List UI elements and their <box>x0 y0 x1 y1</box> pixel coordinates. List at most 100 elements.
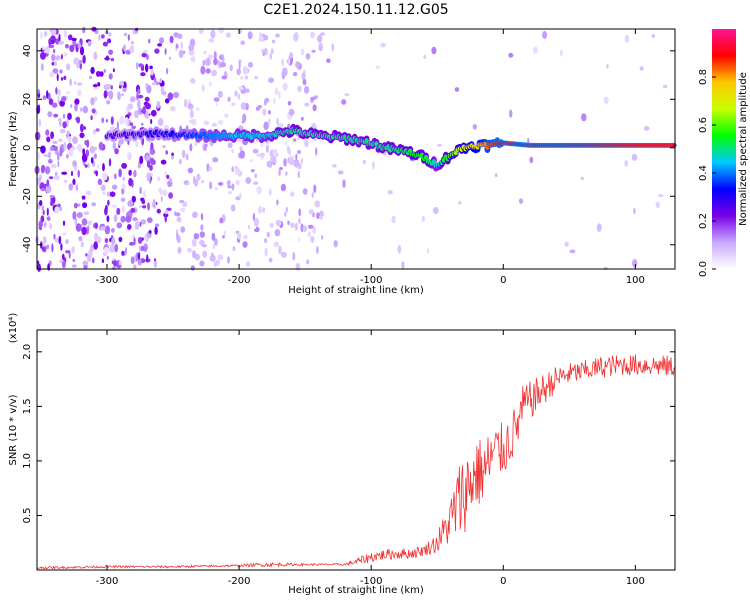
spectrogram-noise-cell <box>280 251 287 258</box>
spectrogram-noise-cell <box>182 201 188 207</box>
spectrogram-y-tick-label: 0 <box>22 145 33 151</box>
spectrogram-noise-cell <box>225 32 231 38</box>
spectrogram-noise-cell <box>254 76 258 80</box>
spectrogram-noise-cell <box>307 224 314 229</box>
spectrogram-noise-cell <box>50 27 57 36</box>
spectrogram-noise-cell <box>82 260 89 266</box>
spectrogram-noise-cell <box>41 164 46 173</box>
spectrogram-y-axis-label: Frequency (Hz) <box>8 111 19 187</box>
spectrogram-noise-cell <box>46 90 49 99</box>
spectrogram-noise-cell <box>190 77 196 84</box>
spectrogram-noise-cell <box>62 253 65 260</box>
spectrogram-noise-cell <box>311 49 316 53</box>
spectrogram-noise-cell <box>202 84 205 92</box>
spectrogram-noise-cell <box>242 241 248 248</box>
spectrogram-noise-cell <box>86 139 90 148</box>
snr-y-tick-label: 0.5 <box>22 508 33 524</box>
spectrogram-noise-cell <box>91 202 97 207</box>
spectrogram-trace-cell <box>431 159 437 165</box>
spectrogram-noise-cell <box>207 54 214 60</box>
spectrogram-noise-cell <box>51 102 58 108</box>
spectrogram-noise-cell <box>77 89 82 97</box>
spectrogram-noise-cell <box>108 32 112 37</box>
spectrogram-noise-cell <box>68 136 72 143</box>
spectrogram-noise-cell <box>268 110 271 115</box>
spectrogram-noise-cell <box>46 207 49 216</box>
spectrogram-noise-cell <box>46 136 51 143</box>
spectrogram-noise-cell <box>144 233 148 242</box>
spectrogram-noise-cell <box>200 224 204 231</box>
snr-y-ticks: 0.5 1.0 1.5 2.0 <box>22 344 675 524</box>
spectrogram-noise-cell <box>105 205 108 211</box>
spectrogram-noise-cell <box>176 235 181 244</box>
spectrogram-noise-cell <box>179 207 186 212</box>
spectrogram-noise-cell <box>150 159 156 166</box>
spectrogram-noise-cell <box>290 191 295 197</box>
spectrogram-noise-cell <box>120 197 126 203</box>
spectrogram-x-tick-label: 100 <box>626 275 645 286</box>
spectrogram-noise-cell <box>147 202 150 211</box>
spectrogram-noise-cell <box>231 166 235 173</box>
spectrogram-noise-cell <box>134 221 139 230</box>
spectrogram-noise-cell <box>157 118 164 127</box>
spectrogram-noise-cell <box>270 155 275 162</box>
spectrogram-noise-cell <box>242 66 249 75</box>
spectrogram-noise-cell <box>127 34 130 41</box>
spectrogram-noise-cell <box>40 52 46 60</box>
spectrogram-noise-cell <box>264 238 268 244</box>
spectrogram-noise-cell <box>295 262 301 271</box>
spectrogram-noise-cell <box>141 199 146 205</box>
spectrogram-noise-cell <box>658 194 664 198</box>
spectrogram-noise-cell <box>101 34 105 39</box>
snr-x-tick-label: -200 <box>228 576 251 587</box>
spectrogram-noise-cell <box>253 181 259 185</box>
spectrogram-noise-cell <box>283 211 287 217</box>
spectrogram-noise-cell <box>232 246 236 252</box>
spectrogram-noise-cell <box>49 71 55 78</box>
spectrogram-noise-cell <box>213 97 220 102</box>
spectrogram-noise-cell <box>37 260 40 265</box>
spectrogram-noise-cell <box>189 143 193 152</box>
spectrogram-noise-cell <box>564 241 569 247</box>
spectrogram-x-tick-label: -200 <box>228 275 251 286</box>
spectrogram-noise-cell <box>116 222 123 229</box>
spectrogram-noise-cell <box>254 173 258 179</box>
spectrogram-noise-cell <box>93 241 98 250</box>
spectrogram-noise-cell <box>127 200 134 207</box>
spectrogram-noise-cell <box>285 140 288 147</box>
spectrogram-noise-cell <box>127 152 132 161</box>
spectrogram-noise-cell <box>331 43 335 52</box>
spectrogram-noise-cell <box>234 90 238 97</box>
spectrogram-noise-cell <box>60 243 63 251</box>
spectrogram-noise-cell <box>45 129 50 136</box>
spectrogram-noise-cell <box>46 216 51 222</box>
spectrogram-noise-cell <box>244 75 249 80</box>
spectrogram-noise-cell <box>140 122 144 126</box>
spectrogram-noise-cell <box>85 226 90 235</box>
spectrogram-noise-cell <box>85 190 92 196</box>
snr-x-ticks: -300 -200 -100 0 100 <box>96 330 645 587</box>
spectrogram-noise-cell <box>57 152 60 162</box>
spectrogram-noise-cell <box>181 149 186 159</box>
spectrogram-noise-cell <box>196 173 201 181</box>
spectrogram-noise-cell <box>138 63 144 68</box>
spectrogram-noise-cell <box>300 157 303 165</box>
spectrogram-noise-cell <box>44 166 51 175</box>
spectrogram-noise-cell <box>292 71 298 77</box>
spectrogram-noise-cell <box>200 213 204 221</box>
spectrogram-noise-cell <box>73 57 80 65</box>
spectrogram-noise-cell <box>264 247 268 257</box>
spectrogram-noise-cell <box>252 212 256 222</box>
spectrogram-noise-cell <box>128 169 132 176</box>
spectrogram-noise-cell <box>37 263 42 272</box>
colorbar-tick-label: 0.6 <box>698 117 709 133</box>
spectrogram-noise-cell <box>97 178 103 186</box>
spectrogram-noise-cell <box>104 237 109 244</box>
spectrogram-noise-cell <box>83 211 90 215</box>
spectrogram-noise-cell <box>156 176 161 182</box>
spectrogram-noise-cell <box>227 191 232 195</box>
spectrogram-noise-cell <box>310 96 316 101</box>
spectrogram-noise-cell <box>72 178 76 185</box>
spectrogram-noise-cell <box>242 113 247 123</box>
